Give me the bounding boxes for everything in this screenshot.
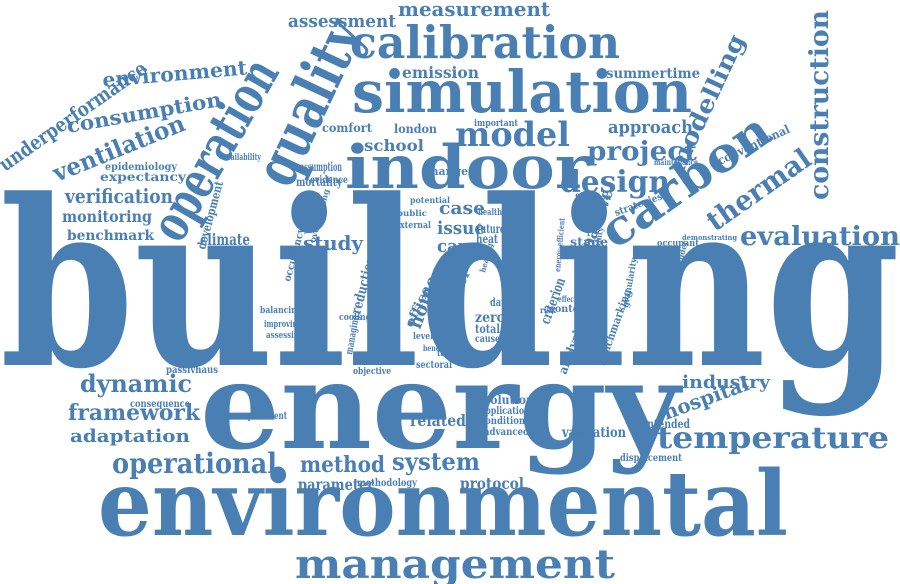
word-occupant: occupant xyxy=(657,239,700,249)
word-future: future xyxy=(477,222,505,236)
word-consequence: consequence xyxy=(130,399,190,410)
word-function: function xyxy=(575,192,611,202)
word-school: school xyxy=(364,136,424,155)
word-management: management xyxy=(295,541,616,584)
word-calibration: calibration xyxy=(350,16,620,69)
word-london: london xyxy=(394,122,437,136)
word-methodology: methodology xyxy=(357,478,418,489)
word-evaluation: evaluation xyxy=(740,222,900,252)
word-stage: stage xyxy=(570,235,608,249)
word-industry: industry xyxy=(682,372,771,393)
word-evidence: evidence xyxy=(310,175,348,186)
word-method: method xyxy=(300,452,385,478)
word-external: external xyxy=(395,221,431,231)
word-energy-efficient: energy-efficient xyxy=(552,217,567,272)
word-data: data xyxy=(490,296,510,309)
word-validation: validation xyxy=(561,425,626,441)
word-maintenance: maintenance xyxy=(654,157,698,167)
word-level: level xyxy=(413,332,433,342)
word-expectancy: expectancy xyxy=(100,170,187,184)
word-accuracy: accuracy xyxy=(568,348,609,359)
word-application: application xyxy=(480,406,531,417)
word-summertime: summertime xyxy=(606,66,700,82)
word-change: change xyxy=(424,165,468,178)
word-environmental: environmental xyxy=(98,451,788,557)
word-important: important xyxy=(474,119,519,129)
word-measurement: measurement xyxy=(398,0,551,21)
word-approach: approach xyxy=(608,117,693,138)
word-advanced: advanced xyxy=(484,427,529,438)
word-case: case xyxy=(439,198,485,219)
word-passivhaus: passivhaus xyxy=(166,365,218,376)
word-benchmark: benchmark xyxy=(67,228,154,244)
word-construction: construction xyxy=(805,10,835,200)
word-assessing: assessing xyxy=(266,331,305,341)
word-adaptation: adaptation xyxy=(70,426,190,447)
word-solution: solution xyxy=(484,393,534,407)
word-effective: effective xyxy=(558,294,586,304)
word-heat: heat xyxy=(476,232,498,246)
word-dynamic: dynamic xyxy=(80,369,192,398)
word-public: public xyxy=(397,208,427,218)
word-objective: objective xyxy=(353,367,391,377)
word-project: project xyxy=(587,137,697,167)
word-mortality: mortality xyxy=(296,175,343,189)
word-requirement: requirement xyxy=(237,411,287,422)
word-availability: availability xyxy=(223,153,262,163)
word-epidemiology: epidemiology xyxy=(105,162,178,173)
word-parameter: parameter xyxy=(298,475,374,494)
word-improving: improving xyxy=(264,320,303,330)
word-design: design xyxy=(560,165,670,200)
word-model: model xyxy=(455,115,570,155)
word-simulation: simulation xyxy=(352,58,692,126)
word-target: target xyxy=(437,349,464,359)
word-sectoral: sectoral xyxy=(416,360,452,371)
word-monitoring: monitoring xyxy=(62,207,152,226)
word-assessment: assessment xyxy=(288,11,397,32)
word-verification: verification xyxy=(64,184,173,208)
word-related: related xyxy=(410,411,466,430)
word-energy: energy xyxy=(200,336,683,477)
word-condition: condition xyxy=(480,416,526,427)
word-comfort: comfort xyxy=(322,121,372,135)
word-system: system xyxy=(392,447,480,476)
word-total: total xyxy=(475,322,500,336)
word-context: context xyxy=(549,304,589,315)
word-care: care xyxy=(437,236,477,257)
word-cause: cause xyxy=(475,334,500,345)
word-operational: operational xyxy=(112,447,277,480)
word-emission: emission xyxy=(402,63,479,82)
word-risk: risk xyxy=(540,305,556,315)
word-protocol: protocol xyxy=(460,474,524,493)
word-issue: issue xyxy=(437,218,485,239)
word-zero: zero xyxy=(475,310,505,326)
word-potential: potential xyxy=(410,195,450,205)
word-displacement: displacement xyxy=(620,453,682,464)
word-cooling: cooling xyxy=(339,313,372,323)
word-balancing: balancing xyxy=(260,306,303,316)
word-benefit: benefit xyxy=(423,343,447,353)
word-demonstrating: demonstrating xyxy=(682,233,737,242)
word-temperature: temperature xyxy=(657,421,889,456)
word-health: health xyxy=(478,208,502,218)
word-unintended: unintended xyxy=(630,417,690,431)
word-study: study xyxy=(303,231,364,255)
word-finding: finding xyxy=(436,336,460,346)
word-framework: framework xyxy=(68,400,201,426)
word-indoor: indoor xyxy=(345,133,592,203)
word-climate: climate xyxy=(200,230,250,249)
word-assumption: assumption xyxy=(300,160,342,174)
word-building: building xyxy=(0,150,900,420)
